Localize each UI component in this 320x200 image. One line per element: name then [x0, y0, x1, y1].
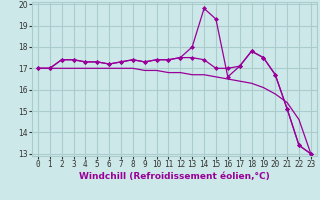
X-axis label: Windchill (Refroidissement éolien,°C): Windchill (Refroidissement éolien,°C) [79, 172, 270, 181]
